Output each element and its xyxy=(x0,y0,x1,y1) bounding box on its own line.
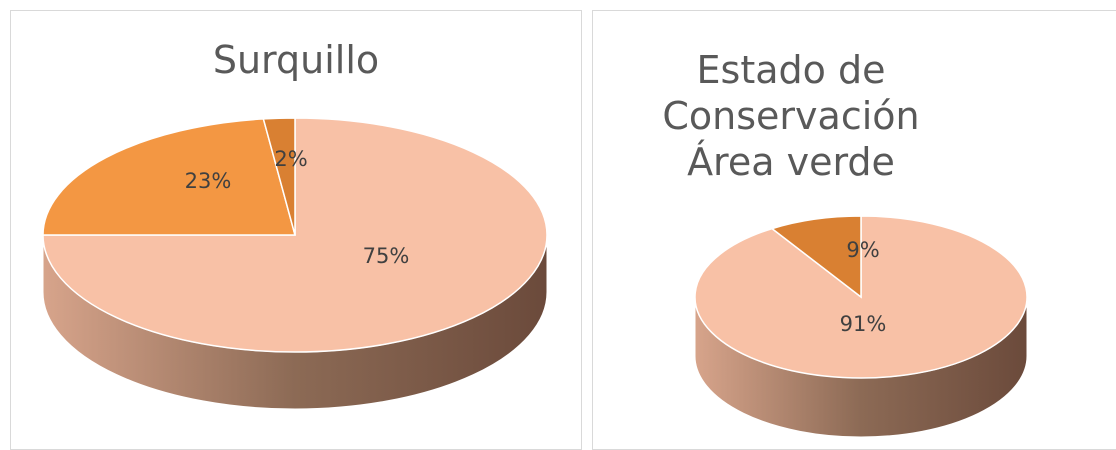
data-label: 2% xyxy=(274,147,307,171)
chart-title-text: Surquillo xyxy=(212,38,380,82)
chart-title: Estado de Conservación Área verde xyxy=(593,47,989,185)
chart-panel-estado-conservacion: Estado de Conservación Área verde 91% 9% xyxy=(592,10,1116,450)
pie-slice xyxy=(42,118,296,236)
data-label: 9% xyxy=(846,238,879,262)
pie-chart-surquillo: 75% 23% 2% xyxy=(42,117,548,410)
data-label: 91% xyxy=(840,312,887,336)
pie-slice xyxy=(262,117,296,236)
chart-title-line-2: Conservación xyxy=(662,94,920,138)
chart-panel-surquillo: Surquillo 75% 23% 2% xyxy=(10,10,582,450)
data-label: 23% xyxy=(185,169,232,193)
pie-slice xyxy=(770,215,862,299)
pie-chart-estado-conservacion: 91% 9% xyxy=(694,215,1028,438)
chart-title-line-3: Área verde xyxy=(687,140,895,184)
chart-title: Surquillo xyxy=(11,37,581,83)
data-label: 75% xyxy=(363,244,410,268)
chart-title-line-1: Estado de xyxy=(696,48,886,92)
